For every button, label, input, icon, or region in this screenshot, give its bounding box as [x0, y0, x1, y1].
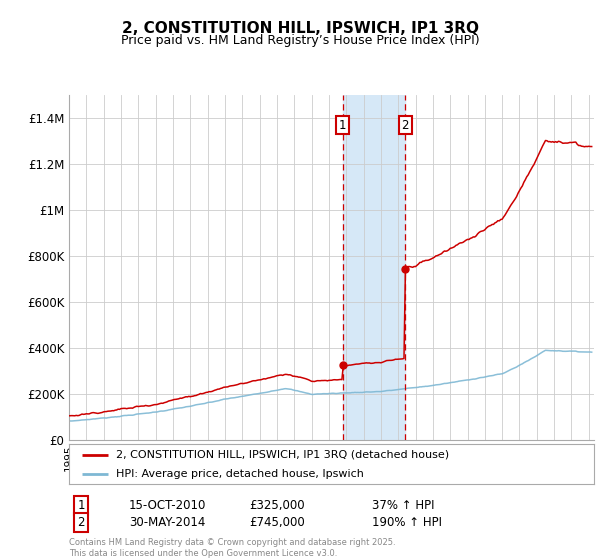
Text: HPI: Average price, detached house, Ipswich: HPI: Average price, detached house, Ipsw…: [116, 469, 364, 478]
Text: £325,000: £325,000: [249, 499, 305, 512]
Text: Price paid vs. HM Land Registry’s House Price Index (HPI): Price paid vs. HM Land Registry’s House …: [121, 34, 479, 46]
Text: 30-MAY-2014: 30-MAY-2014: [129, 516, 205, 529]
Text: 2: 2: [401, 119, 409, 132]
Text: Contains HM Land Registry data © Crown copyright and database right 2025.
This d: Contains HM Land Registry data © Crown c…: [69, 538, 395, 558]
Text: 37% ↑ HPI: 37% ↑ HPI: [372, 499, 434, 512]
Text: 2, CONSTITUTION HILL, IPSWICH, IP1 3RQ: 2, CONSTITUTION HILL, IPSWICH, IP1 3RQ: [121, 21, 479, 36]
Text: 1: 1: [339, 119, 346, 132]
Text: 2, CONSTITUTION HILL, IPSWICH, IP1 3RQ (detached house): 2, CONSTITUTION HILL, IPSWICH, IP1 3RQ (…: [116, 450, 449, 460]
Text: 1: 1: [77, 499, 85, 512]
Bar: [343, 95, 406, 440]
Text: £745,000: £745,000: [249, 516, 305, 529]
Text: 15-OCT-2010: 15-OCT-2010: [129, 499, 206, 512]
Text: 2: 2: [77, 516, 85, 529]
Text: 190% ↑ HPI: 190% ↑ HPI: [372, 516, 442, 529]
